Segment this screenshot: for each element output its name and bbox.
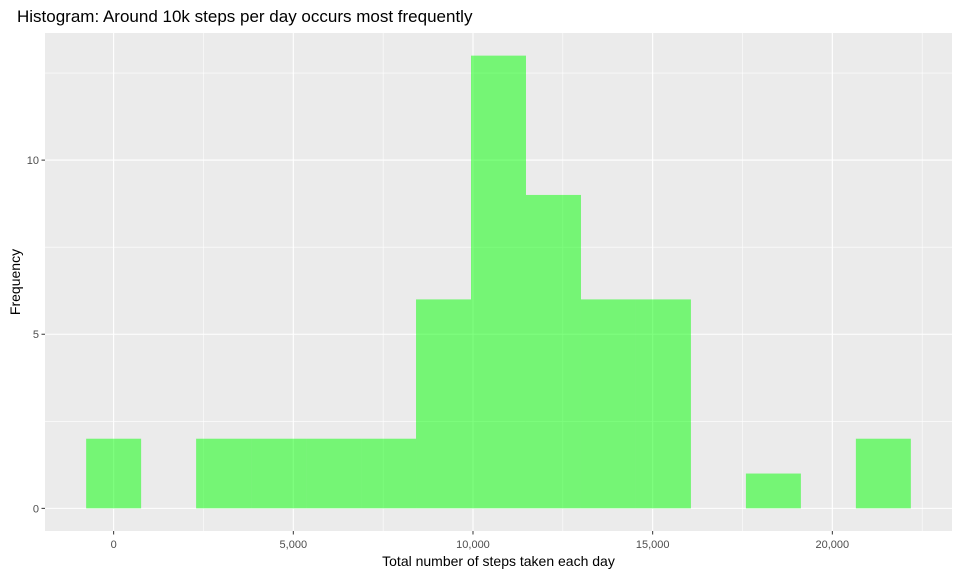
x-tick-label: 15,000 bbox=[636, 539, 670, 551]
histogram-bar bbox=[86, 438, 142, 509]
histogram-bar bbox=[196, 438, 252, 509]
y-tick-label: 0 bbox=[33, 503, 39, 515]
y-axis-title: Frequency bbox=[7, 249, 23, 315]
y-tick-label: 5 bbox=[33, 329, 39, 341]
histogram-bar bbox=[471, 55, 526, 509]
chart-title: Histogram: Around 10k steps per day occu… bbox=[17, 7, 473, 26]
x-axis: 0 5,000 10,000 15,000 20,000 bbox=[111, 531, 850, 551]
x-tick-label: 0 bbox=[111, 539, 117, 551]
histogram-bar bbox=[525, 194, 581, 509]
x-tick-label: 5,000 bbox=[280, 539, 308, 551]
histogram-bar bbox=[416, 299, 472, 509]
histogram-bar bbox=[306, 438, 362, 509]
histogram-bar bbox=[361, 438, 417, 509]
histogram-bar bbox=[855, 438, 911, 509]
histogram-bars bbox=[86, 55, 911, 509]
histogram-bar bbox=[745, 473, 801, 509]
histogram-bar bbox=[635, 299, 691, 509]
x-tick-label: 20,000 bbox=[816, 539, 850, 551]
x-tick-label: 10,000 bbox=[456, 539, 490, 551]
y-tick-label: 10 bbox=[27, 155, 39, 167]
histogram-bar bbox=[251, 438, 307, 509]
histogram-bar bbox=[580, 299, 636, 509]
x-axis-title: Total number of steps taken each day bbox=[382, 553, 615, 569]
y-axis: 0 5 10 bbox=[27, 155, 45, 515]
